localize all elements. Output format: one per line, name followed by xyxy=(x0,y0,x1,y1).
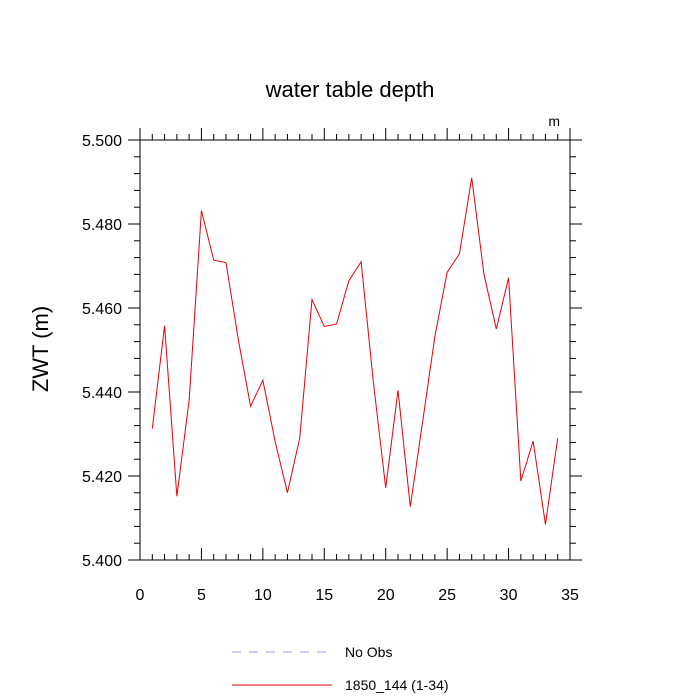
x-tick-label: 20 xyxy=(377,587,395,604)
y-tick-label: 5.400 xyxy=(82,553,122,570)
x-tick-label: 35 xyxy=(561,587,579,604)
x-tick-label: 10 xyxy=(254,587,272,604)
series-line xyxy=(151,177,559,525)
x-tick-label: 5 xyxy=(197,587,206,604)
legend-label: No Obs xyxy=(345,644,392,660)
legend: No Obs 1850_144 (1-34) xyxy=(232,644,449,693)
plot-frame xyxy=(139,139,571,561)
x-tick-label: 0 xyxy=(136,587,145,604)
series-layer xyxy=(151,177,559,525)
y-tick-label: 5.460 xyxy=(82,301,122,318)
legend-label: 1850_144 (1-34) xyxy=(345,677,449,693)
y-tick-label: 5.420 xyxy=(82,469,122,486)
units-label: m xyxy=(548,113,560,129)
y-tick-label: 5.500 xyxy=(82,133,122,150)
axes: 0 5 10 15 20 25 30 35 5.400 5.420 5.440 5.460 5.480 5… xyxy=(82,128,582,604)
y-axis-label: ZWT (m) xyxy=(28,306,53,392)
x-tick-label: 30 xyxy=(500,587,518,604)
y-tick-label: 5.440 xyxy=(82,385,122,402)
x-tick-label: 15 xyxy=(315,587,333,604)
chart-title: water table depth xyxy=(265,77,435,102)
x-tick-label: 25 xyxy=(438,587,456,604)
y-tick-label: 5.480 xyxy=(82,217,122,234)
